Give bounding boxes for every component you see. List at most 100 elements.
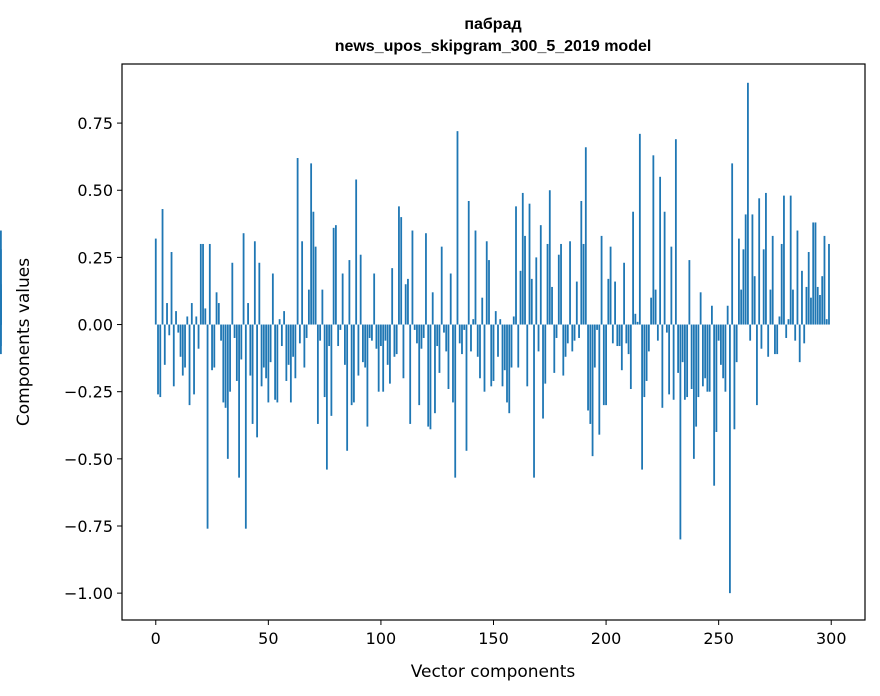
bar-285 [796,230,799,325]
bar-88 [353,324,355,403]
bar-138 [465,324,468,451]
bar-57 [283,311,286,325]
bar-224 [659,176,662,325]
bar-85 [346,324,349,451]
bar-92 [362,324,364,363]
bar-147 [485,241,488,325]
bar-211 [629,324,632,389]
bar-94 [366,324,369,427]
bar-230 [672,324,675,400]
bar-189 [580,200,583,325]
bar-199 [602,324,605,406]
bar-243 [701,324,704,387]
bar-186 [573,324,576,341]
bar-261 [742,249,745,325]
bar-69 [310,163,313,325]
bar-149 [490,324,493,387]
bar-152 [497,324,499,357]
bar-298 [825,319,828,325]
bar-201 [607,278,610,325]
bar-267 [756,324,758,406]
bar-77 [328,324,331,347]
bar-45 [256,324,258,438]
bar-217 [643,324,646,398]
bar-245 [706,324,709,392]
bar-8 [172,324,175,387]
bar-41 [247,303,249,325]
bar-207 [620,324,623,371]
bar-106 [393,324,396,357]
bar-58 [285,324,288,381]
bar-5 [166,303,168,325]
bar-256 [731,163,734,325]
bar-104 [389,324,391,384]
bar-287 [801,270,803,325]
bar-280 [785,324,788,338]
bar-206 [618,324,621,347]
bar-264 [749,324,752,341]
bar-7 [170,252,173,325]
bar-178 [555,324,558,338]
bar-170 [537,324,540,352]
bar-271 [765,192,767,325]
bar-54 [276,324,279,403]
bar-49 [265,324,267,379]
bar-37 [238,324,240,478]
bar-273 [769,289,772,325]
bar-171 [539,225,542,325]
x-tick-label: 150 [478,629,509,648]
bar-253 [724,324,727,392]
bar-237 [688,260,691,325]
bar-38 [240,324,243,360]
bar-17 [193,324,195,395]
bar-236 [686,324,689,398]
bar-130 [447,324,450,389]
bar-185 [571,324,574,352]
bar-266 [753,276,756,325]
bar-28 [217,303,220,325]
bar-218 [645,324,648,381]
bar-52 [271,273,274,325]
bar-27 [215,292,218,325]
bar-260 [740,289,743,325]
bar-192 [587,324,589,411]
bar-182 [564,324,567,357]
bar-2 [159,324,162,398]
bar-121 [427,324,430,427]
bar-269 [760,324,763,349]
bar-296 [821,276,824,325]
bar-210 [627,324,630,355]
bar-191 [584,147,587,325]
bar-169 [535,257,538,325]
bar-140 [470,324,472,352]
bar-35 [233,324,236,338]
bar-10 [177,324,180,333]
bar-227 [665,324,668,333]
bar-188 [578,324,580,338]
bar-13 [184,324,186,368]
bar-242 [699,292,702,325]
bar-103 [386,324,389,365]
bar-279 [783,195,785,325]
bar-278 [780,243,783,325]
bar-159 [512,316,515,325]
bar-50 [267,324,270,403]
bar-46 [258,262,261,325]
bar-289 [805,286,808,325]
bar-187 [575,281,578,325]
bar-234 [681,324,684,363]
bar-93 [364,324,367,368]
bar-250 [717,324,720,341]
bar-127 [440,246,443,325]
bar-112 [407,278,409,325]
bar-148 [488,260,490,325]
bar-176 [551,286,553,325]
bar-139 [467,200,470,325]
bar-215 [638,133,641,325]
bar-231 [674,139,677,325]
bar-53 [274,324,276,400]
bar-270 [762,249,765,325]
bar-83 [341,273,344,325]
bar-59 [287,324,290,365]
bar-29 [220,324,222,341]
